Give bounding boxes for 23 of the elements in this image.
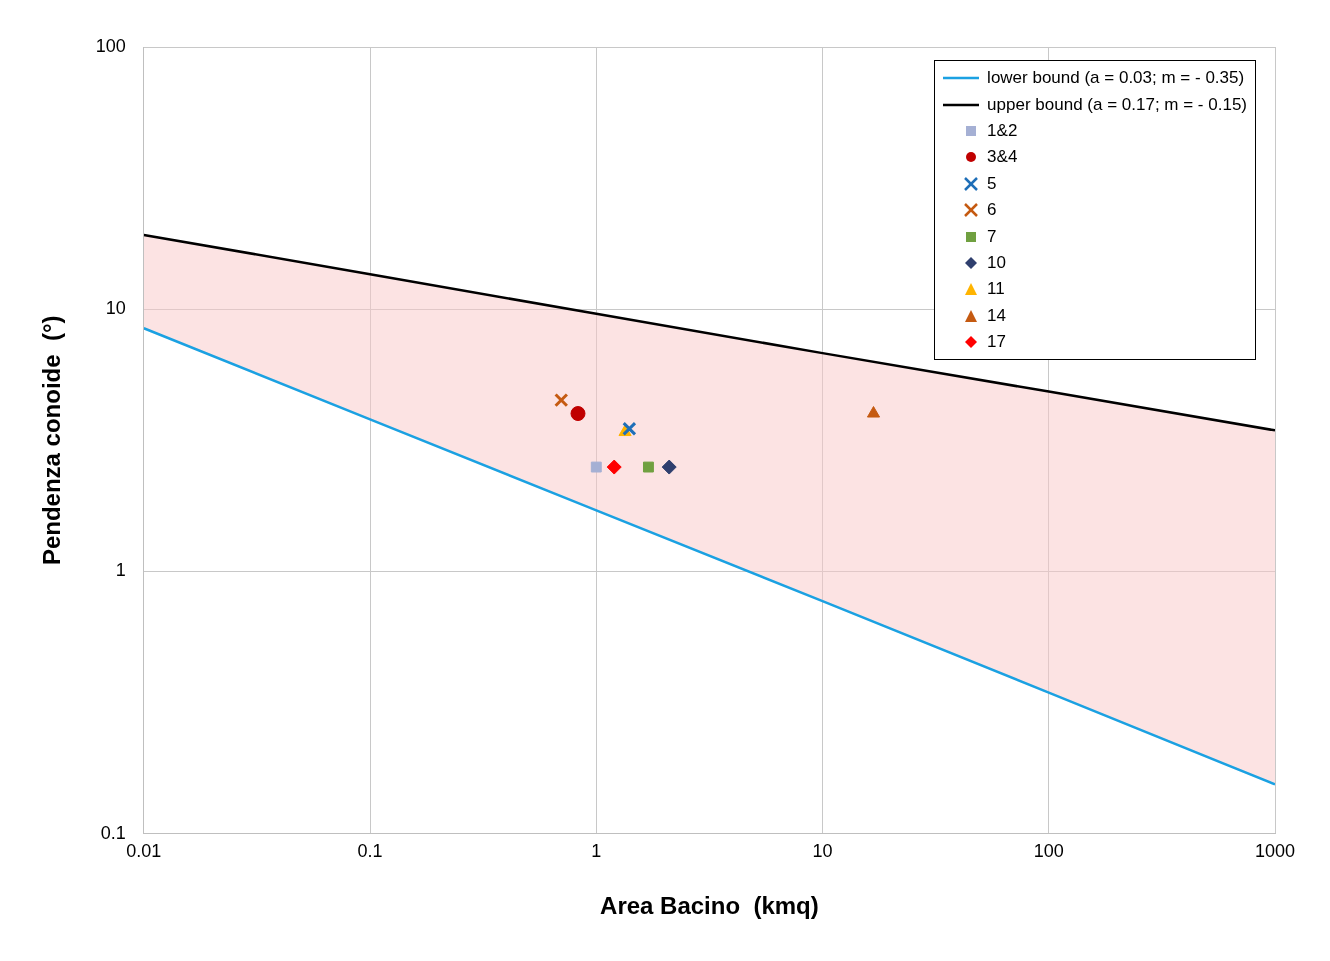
legend-label: upper bound (a = 0.17; m = - 0.15) [987,94,1247,115]
x-tick-label: 100 [1033,841,1064,862]
y-tick-label: 100 [95,35,126,56]
x-tick-label: 1000 [1254,841,1296,862]
legend-label: 17 [987,332,1007,353]
legend-label: 11 [987,279,1005,300]
x-tick-label: 1 [591,841,602,862]
legend-label: 14 [987,305,1007,326]
legend-label: 3&4 [987,147,1018,168]
x-tick-label: 0.01 [126,841,162,862]
x-axis-title: Area Bacino (kmq) [600,892,819,920]
x-tick-label: 0.1 [357,841,383,862]
y-axis-title: Pendenza conoide (°) [38,315,66,566]
legend-label: lower bound (a = 0.03; m = - 0.35) [987,68,1245,89]
y-tick-label: 0.1 [100,822,126,843]
y-tick-label: 10 [105,298,126,319]
legend-label: 5 [987,173,997,194]
legend-label: 10 [987,252,1007,273]
x-tick-label: 10 [812,841,833,862]
legend-label: 1&2 [987,120,1018,141]
y-tick-label: 1 [115,560,126,581]
legend-label: 7 [987,226,997,247]
legend-label: 6 [987,200,997,221]
